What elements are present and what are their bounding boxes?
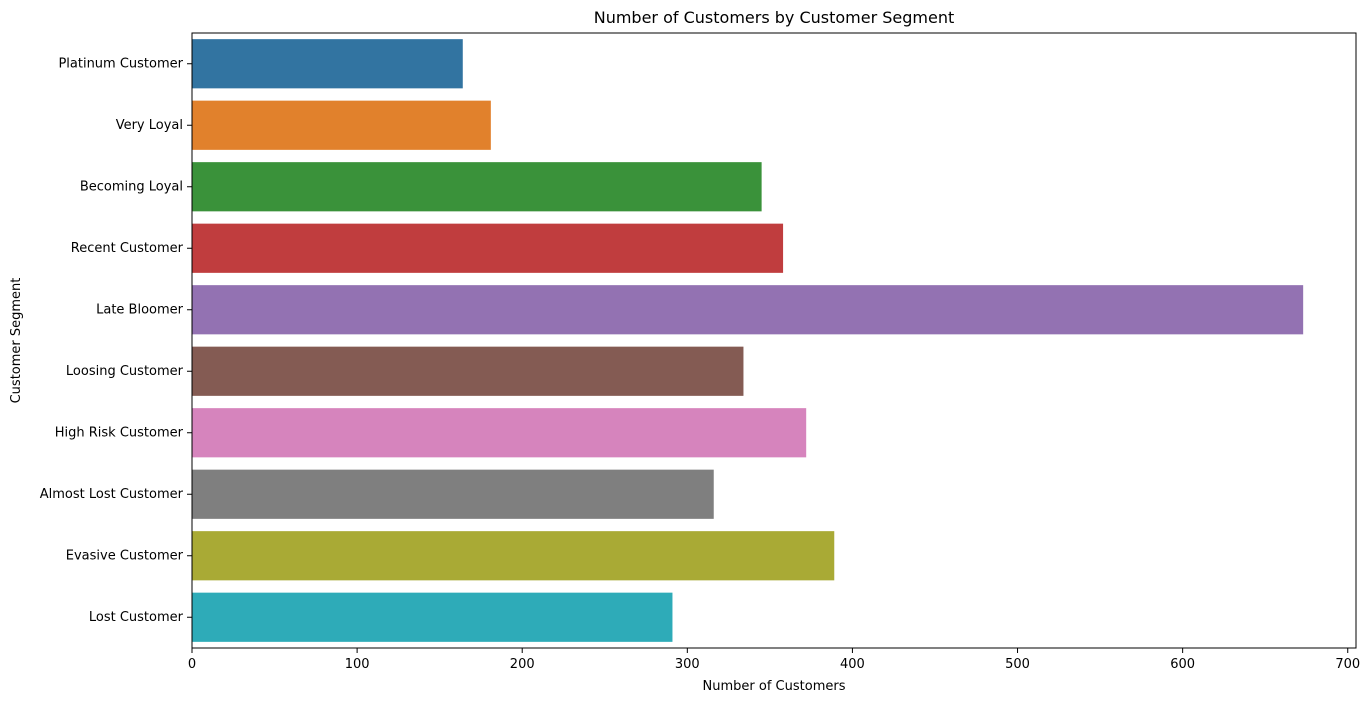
y-tick-label: Late Bloomer	[96, 302, 184, 317]
bar	[192, 531, 835, 581]
x-tick-label: 0	[188, 657, 196, 672]
bar	[192, 346, 744, 396]
y-axis-ticks: Platinum Customer Very Loyal Becoming Loya…	[40, 56, 192, 625]
y-tick-label: Loosing Customer	[66, 364, 184, 379]
y-tick-label: Platinum Customer	[58, 56, 183, 71]
y-tick-label: Recent Customer	[71, 241, 184, 256]
x-tick-label: 300	[675, 657, 700, 672]
x-tick-label: 700	[1335, 657, 1360, 672]
bar	[192, 100, 491, 150]
bar	[192, 223, 784, 273]
bar	[192, 39, 463, 89]
y-tick-label: Becoming Loyal	[80, 179, 183, 194]
y-tick-label: Very Loyal	[116, 118, 183, 133]
x-axis-label: Number of Customers	[703, 679, 846, 694]
bar	[192, 408, 807, 458]
y-axis-label: Customer Segment	[9, 278, 24, 404]
chart-title: Number of Customers by Customer Segment	[594, 8, 955, 27]
bar	[192, 285, 1304, 335]
x-axis-ticks: 0 100 200 300 400 500 600 700	[188, 648, 1360, 672]
y-tick-label: Almost Lost Customer	[40, 487, 184, 502]
bars-group	[192, 39, 1304, 642]
bar	[192, 469, 714, 519]
bar	[192, 162, 762, 212]
y-tick-label: Evasive Customer	[66, 548, 184, 563]
x-tick-label: 400	[840, 657, 865, 672]
bar	[192, 592, 673, 642]
x-tick-label: 100	[345, 657, 370, 672]
x-tick-label: 500	[1005, 657, 1030, 672]
y-tick-label: High Risk Customer	[55, 425, 184, 440]
plot-frame	[191, 32, 1357, 649]
x-tick-label: 200	[510, 657, 535, 672]
x-tick-label: 600	[1170, 657, 1195, 672]
y-tick-label: Lost Customer	[89, 610, 184, 625]
